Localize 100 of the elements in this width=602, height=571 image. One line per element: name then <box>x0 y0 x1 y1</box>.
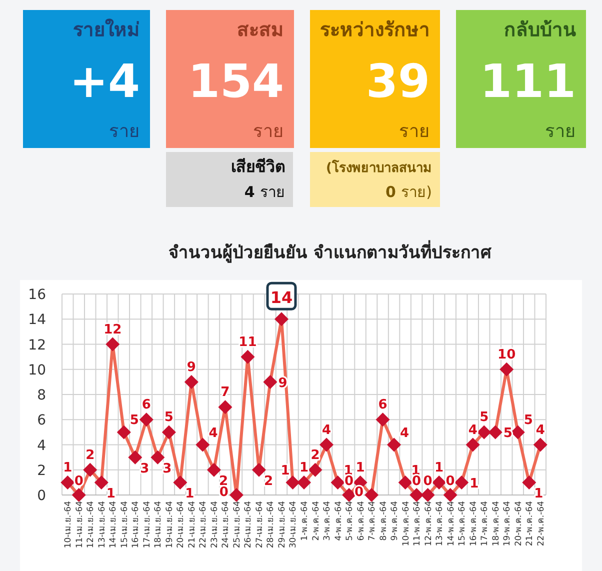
x-tick-label: 11-พ.ค.-64 <box>412 501 423 546</box>
x-tick-label: 21-พ.ค.-64 <box>525 501 536 546</box>
y-tick-label: 4 <box>37 438 46 454</box>
text: 4 <box>244 183 255 201</box>
x-tick-label: 10-เม.ย.-64 <box>64 501 74 548</box>
text: ราย) <box>401 183 432 201</box>
data-label: 5 <box>480 410 489 426</box>
text: ราย <box>109 121 140 142</box>
text: +4 <box>69 54 140 108</box>
data-label: 3 <box>162 461 172 476</box>
x-tick-label: 13-พ.ค.-64 <box>435 501 446 546</box>
chart-title: จำนวนผู้ป่วยยืนยัน จำแนกตามวันที่ประกาศ <box>168 240 492 264</box>
data-label: 0 <box>74 474 84 489</box>
text: ราย <box>545 121 576 142</box>
x-tick-label: 9-พ.ค.-64 <box>390 501 400 541</box>
data-label: 0 <box>219 485 228 500</box>
data-label: 1 <box>534 486 544 502</box>
x-tick-label: 20-พ.ค.-64 <box>514 501 524 546</box>
data-label: 12 <box>104 322 122 338</box>
x-tick-label: 17-พ.ค.-64 <box>480 501 490 546</box>
x-tick-label: 16-เม.ย.-64 <box>131 501 142 548</box>
data-label: 2 <box>86 448 95 463</box>
data-label: 6 <box>378 398 388 413</box>
x-tick-label: 25-เม.ย.-64 <box>232 501 242 548</box>
x-tick-label: 11-เม.ย.-64 <box>74 501 85 548</box>
x-tick-label: 18-พ.ค.-64 <box>491 501 502 546</box>
data-label: 11 <box>238 334 257 350</box>
data-label: 6 <box>142 398 151 413</box>
annotation: 14 <box>270 288 293 308</box>
data-label: 5 <box>503 426 512 442</box>
y-tick-label: 0 <box>37 488 46 504</box>
x-tick-label: 14-เม.ย.-64 <box>108 501 119 548</box>
x-tick-label: 12-พ.ค.-64 <box>424 501 434 546</box>
x-tick-label: 13-เม.ย.-64 <box>97 501 108 548</box>
y-tick-label: 16 <box>28 287 46 303</box>
data-label: 7 <box>220 385 230 400</box>
data-label: 2 <box>310 448 320 463</box>
x-tick-label: 22-เม.ย.-64 <box>198 501 209 548</box>
category-label: รายใหม่ <box>73 18 140 41</box>
x-tick-label: 27-เม.ย.-64 <box>254 501 265 548</box>
y-tick-label: 10 <box>28 362 46 378</box>
data-label: 1 <box>106 486 116 502</box>
text: 39 <box>366 54 430 108</box>
category-label: (โรงพยาบาลสนาม <box>326 159 432 176</box>
data-label: 1 <box>356 460 365 476</box>
data-label: 10 <box>498 347 516 362</box>
data-label: 1 <box>280 463 290 478</box>
text: ราย <box>253 121 284 142</box>
category-label: กลับบ้าน <box>504 19 576 41</box>
category-label: ระหว่างรักษา <box>320 19 430 41</box>
x-tick-label: 17-เม.ย.-64 <box>142 501 152 548</box>
x-tick-label: 19-พ.ค.-64 <box>502 501 513 546</box>
x-tick-label: 28-เม.ย.-64 <box>266 501 276 548</box>
data-label: 4 <box>400 426 410 441</box>
text: 154 <box>188 54 284 108</box>
x-tick-label: 19-เม.ย.-64 <box>164 501 175 548</box>
data-label: 0 <box>354 485 364 500</box>
y-tick-label: 2 <box>37 462 46 479</box>
x-tick-label: 21-เม.ย.-64 <box>187 501 198 548</box>
x-tick-label: 24-เม.ย.-64 <box>221 501 232 548</box>
category-label: สะสม <box>237 19 284 41</box>
data-label: 1 <box>185 486 194 502</box>
x-tick-label: 29-เม.ย.-64 <box>277 501 288 548</box>
x-tick-label: 7-พ.ค.-64 <box>368 501 378 541</box>
x-tick-label: 26-เม.ย.-64 <box>244 501 254 548</box>
data-label: 3 <box>140 461 150 476</box>
data-label: 1 <box>299 460 309 476</box>
data-label: 1 <box>434 460 444 476</box>
text: 111 <box>480 54 576 108</box>
data-label: 5 <box>130 413 139 428</box>
annotation-box: 14 <box>266 282 297 310</box>
data-label: 1 <box>470 476 479 492</box>
data-label: 4 <box>322 422 332 438</box>
data-label: 1 <box>63 460 72 476</box>
x-tick-label: 30-เม.ย.-64 <box>288 501 299 548</box>
x-tick-label: 10-พ.ค.-64 <box>401 501 412 546</box>
x-tick-label: 3-พ.ค.-64 <box>322 501 333 541</box>
x-tick-label: 12-เม.ย.-64 <box>86 501 96 548</box>
x-tick-label: 8-พ.ค.-64 <box>378 501 389 541</box>
data-label: 2 <box>264 474 274 489</box>
x-tick-label: 15-พ.ค.-64 <box>458 501 468 546</box>
text: 0 <box>385 183 396 201</box>
data-label: 4 <box>208 426 218 441</box>
data-label: 4 <box>468 422 478 438</box>
y-tick-label: 6 <box>37 412 46 429</box>
x-tick-label: 23-เม.ย.-64 <box>210 501 220 548</box>
x-tick-label: 1-พ.ค.-64 <box>300 501 310 541</box>
y-tick-label: 8 <box>37 388 46 404</box>
data-label: 0 <box>446 474 455 489</box>
y-tick-label: 12 <box>28 337 46 354</box>
data-label: 5 <box>524 413 533 428</box>
x-tick-label: 15-เม.ย.-64 <box>120 501 130 548</box>
x-tick-label: 6-พ.ค.-64 <box>356 501 366 541</box>
x-tick-label: 5-พ.ค.-64 <box>345 501 356 541</box>
text: ราย <box>260 183 285 201</box>
x-tick-label: 22-พ.ค.-64 <box>536 501 546 546</box>
text: ราย <box>399 121 430 142</box>
x-tick-label: 14-พ.ค.-64 <box>446 501 456 546</box>
x-tick-label: 2-พ.ค.-64 <box>311 501 322 541</box>
y-tick-label: 14 <box>28 312 46 328</box>
